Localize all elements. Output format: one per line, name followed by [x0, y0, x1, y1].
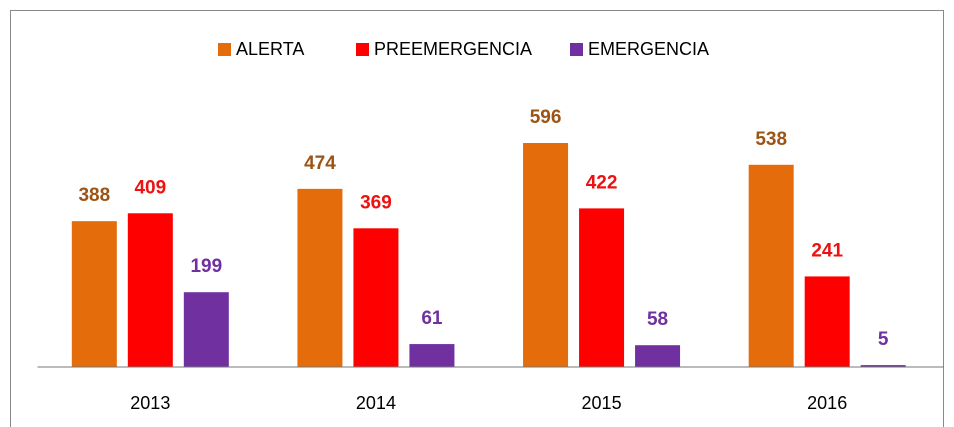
bar	[748, 164, 794, 367]
data-label: 241	[811, 240, 843, 261]
x-tick-label: 2013	[130, 393, 170, 413]
legend-label: ALERTA	[236, 39, 304, 59]
legend-swatch	[356, 43, 369, 56]
bar	[635, 345, 681, 367]
data-label: 474	[304, 153, 336, 174]
data-label: 409	[134, 177, 166, 198]
x-tick-label: 2015	[582, 393, 622, 413]
bar	[860, 365, 906, 367]
bar	[579, 208, 625, 367]
data-label: 422	[586, 172, 618, 193]
bar	[804, 276, 850, 367]
legend-label: EMERGENCIA	[588, 39, 709, 59]
x-tick-label: 2016	[807, 393, 847, 413]
bar	[71, 221, 117, 367]
legend-swatch	[218, 43, 231, 56]
chart-frame	[10, 10, 944, 427]
data-label: 388	[78, 185, 110, 206]
data-label: 538	[755, 129, 787, 150]
data-label: 5	[878, 329, 889, 350]
data-label: 369	[360, 192, 392, 213]
legend-label: PREEMERGENCIA	[374, 39, 532, 59]
x-tick-label: 2014	[356, 393, 396, 413]
data-label: 58	[647, 309, 668, 330]
bar	[353, 228, 399, 367]
data-label: 199	[190, 256, 222, 277]
data-label: 61	[421, 308, 443, 329]
bar	[297, 188, 343, 367]
bar	[523, 143, 569, 367]
bar	[409, 344, 455, 367]
bar	[183, 292, 229, 367]
data-label: 596	[530, 107, 562, 128]
legend-swatch	[570, 43, 583, 56]
bar	[127, 213, 173, 367]
